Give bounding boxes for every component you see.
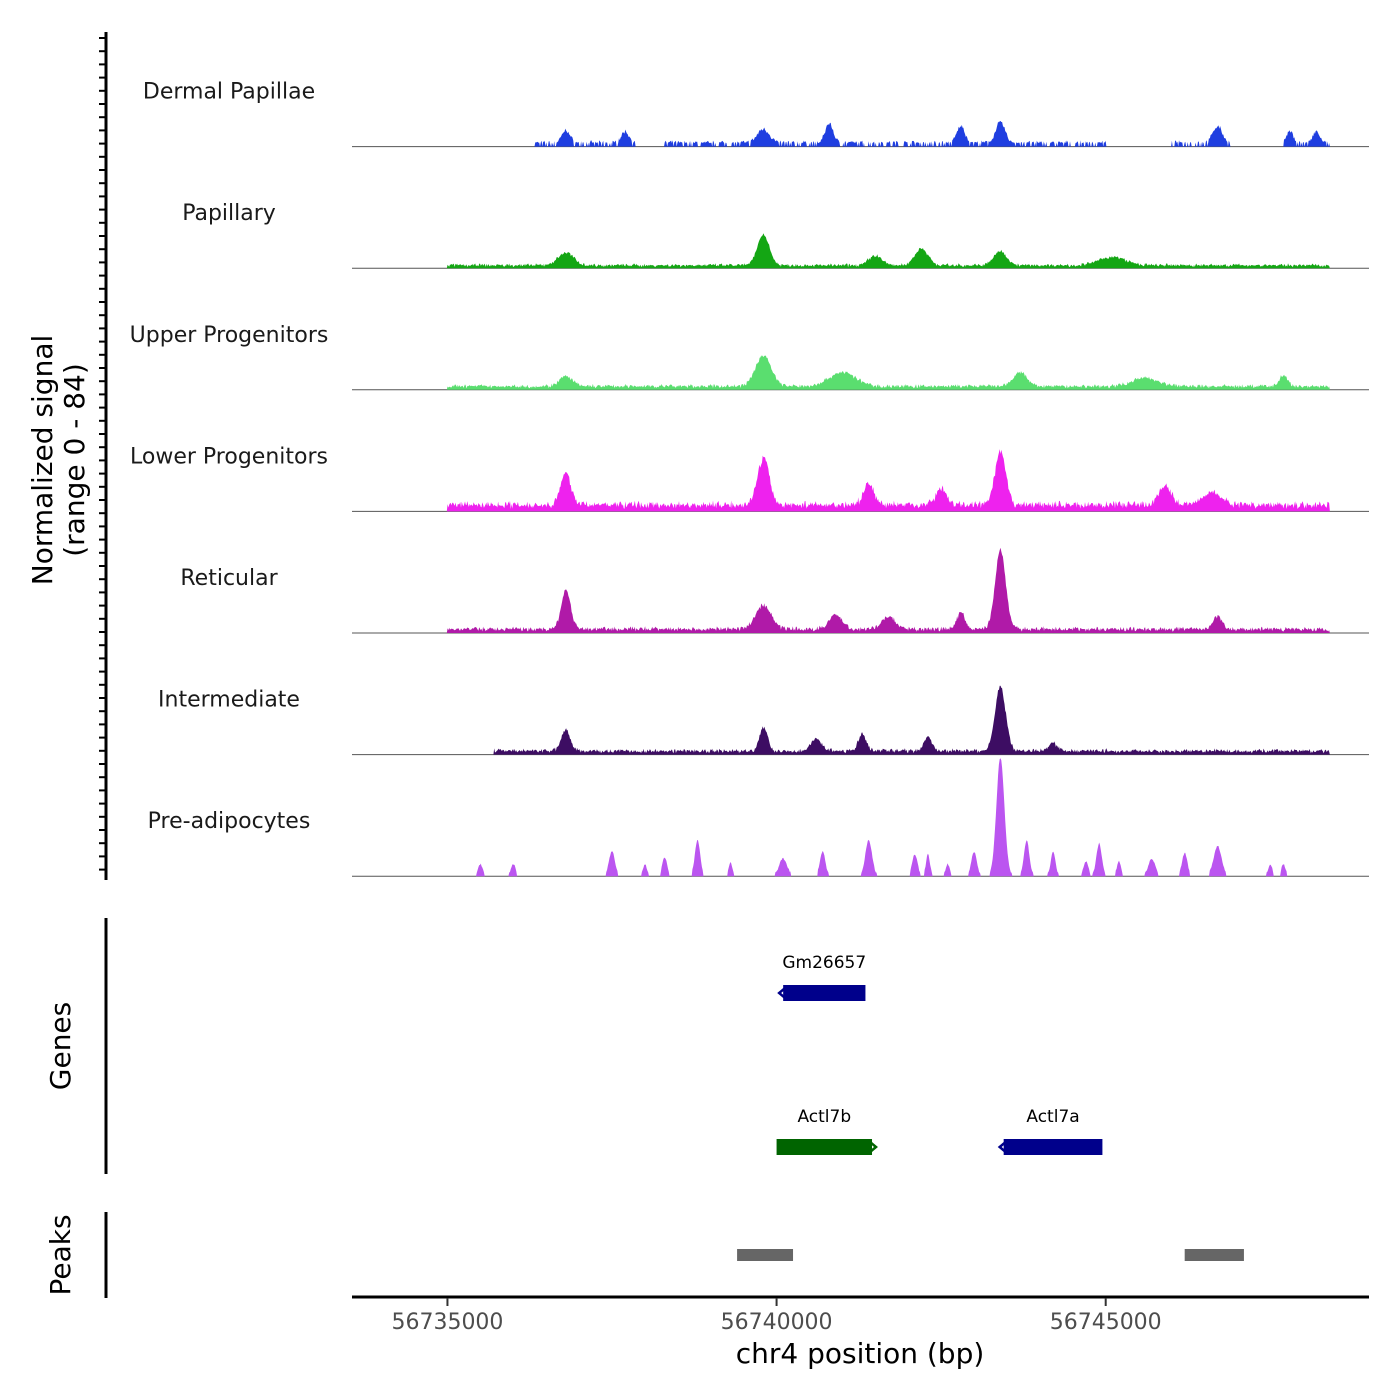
signal-area-upper-progenitors — [352, 355, 1369, 390]
genes-track-title: Genes — [44, 1002, 77, 1090]
x-axis-ticks: 56735000 56740000 56745000 — [391, 1298, 1162, 1335]
x-tick-label: 56735000 — [391, 1310, 503, 1335]
signal-area-papillary — [352, 233, 1369, 269]
signal-area-reticular — [352, 547, 1369, 633]
peaks-track-title: Peaks — [44, 1214, 77, 1295]
x-tick-label: 56745000 — [1050, 1310, 1162, 1335]
track-label-dermal-papillae: Dermal Papillae — [143, 80, 315, 105]
track-label-intermediate: Intermediate — [158, 688, 300, 713]
gene-label-actl7b: Actl7b — [797, 1107, 851, 1127]
gene-strand-icon — [869, 1141, 878, 1153]
gene-actl7b — [776, 1139, 873, 1155]
track-labels: Dermal Papillae Papillary Upper Progenitor… — [130, 80, 329, 835]
y-axis-title-range: (range 0 - 84) — [58, 363, 91, 557]
track-label-reticular: Reticular — [180, 566, 278, 591]
track-label-lower-progenitors: Lower Progenitors — [130, 444, 328, 469]
coverage-y-ticks — [99, 37, 106, 871]
gene-label-gm26657: Gm26657 — [782, 953, 866, 973]
y-axis-title-main: Normalized signal — [26, 335, 59, 586]
signal-area-intermediate — [352, 685, 1369, 755]
track-label-papillary: Papillary — [182, 201, 276, 226]
y-axis-title: Normalized signal (range 0 - 84) — [26, 335, 91, 586]
gene-label-actl7a: Actl7a — [1026, 1107, 1079, 1127]
x-axis-title: chr4 position (bp) — [736, 1337, 985, 1370]
track-label-upper-progenitors: Upper Progenitors — [130, 323, 329, 348]
x-tick-label: 56740000 — [721, 1310, 833, 1335]
coverage-tracks — [352, 121, 1369, 877]
track-label-pre-adipocytes: Pre-adipocytes — [148, 809, 311, 834]
gene-strand-icon — [777, 987, 786, 999]
signal-area-lower-progenitors — [352, 449, 1369, 512]
gene-gm26657 — [783, 985, 866, 1001]
peak-region-1 — [737, 1249, 794, 1261]
signal-area-dermal-papillae — [352, 121, 1369, 147]
peaks-track — [737, 1249, 1244, 1261]
gene-strand-icon — [997, 1141, 1007, 1153]
peak-region-2 — [1184, 1249, 1244, 1261]
genes-track: Gm26657 Actl7b Actl7a — [776, 953, 1103, 1155]
signal-area-pre-adipocytes — [352, 758, 1369, 877]
gene-actl7a — [1003, 1139, 1103, 1155]
